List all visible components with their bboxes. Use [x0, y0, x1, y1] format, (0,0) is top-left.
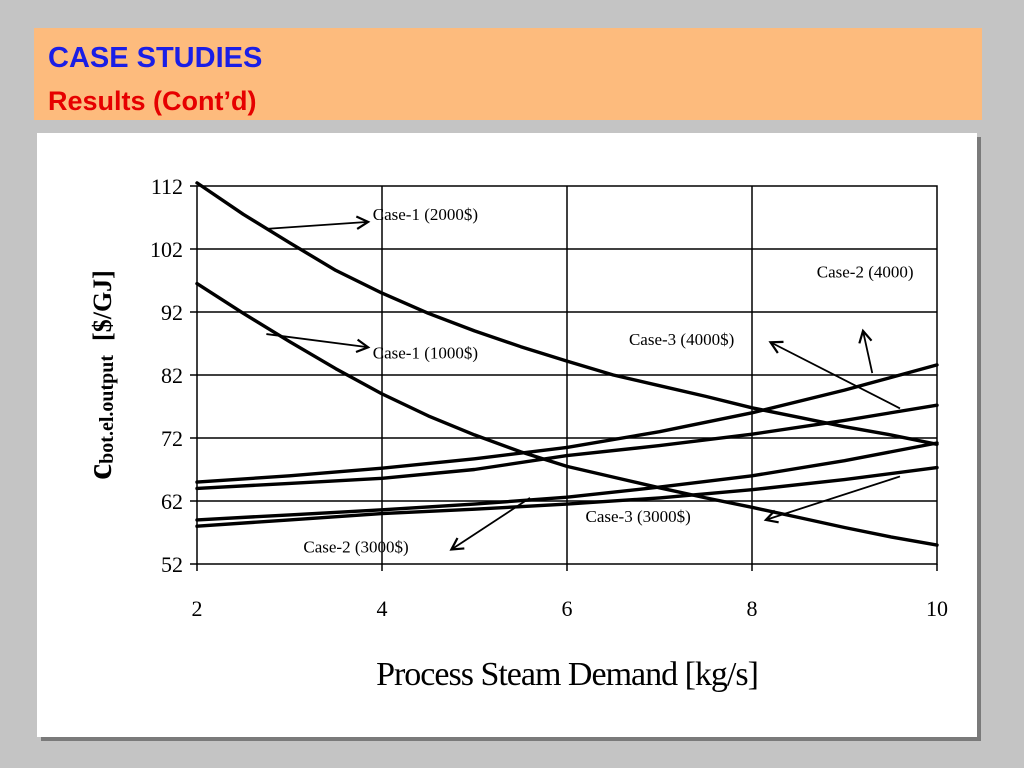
series-line-2	[195, 281, 939, 547]
chart-panel: 52 62 72 82 92 102 112 2 4 6 8 10 Case-1 (2000$) Ca…	[37, 133, 977, 737]
series-line-5	[195, 441, 939, 522]
annotation-arrow-5	[765, 475, 901, 521]
y-axis-label-unit: [$/GJ]	[88, 270, 117, 341]
y-tick-label: 112	[151, 174, 183, 199]
y-axis-label: cbot.el.output [$/GJ]	[79, 270, 119, 480]
annotation-arrowhead-3	[858, 328, 873, 344]
annotation-arrow-3	[862, 330, 874, 374]
annotation-label-1: Case-1 (2000$)	[373, 205, 478, 224]
series-line-4	[195, 403, 939, 491]
x-tick-label: 2	[192, 596, 203, 621]
x-tick-label: 4	[377, 596, 388, 621]
annotation-label-6: Case-2 (3000$)	[303, 538, 408, 557]
series-line-1	[195, 181, 939, 446]
series-group	[195, 181, 939, 547]
y-tick-label: 62	[161, 489, 183, 514]
series-line-6	[195, 465, 939, 528]
annotation-arrowhead-1	[355, 215, 371, 230]
y-tick-label: 102	[150, 237, 183, 262]
y-tick-label: 52	[161, 552, 183, 577]
annotation-arrowhead-2	[355, 338, 371, 354]
x-tick-label: 6	[562, 596, 573, 621]
annotation-arrowhead-5	[763, 509, 779, 524]
annotation-label-4: Case-3 (4000$)	[629, 330, 734, 349]
y-axis-label-sub: bot.el.output	[96, 355, 118, 464]
annotation-arrow-1	[266, 221, 369, 230]
annotation-arrow-6	[450, 497, 531, 551]
y-tick-label: 82	[161, 363, 183, 388]
y-tick-label: 72	[161, 426, 183, 451]
x-tick-label: 10	[926, 596, 948, 621]
annotation-arrowhead-4	[768, 340, 784, 354]
slide-header: CASE STUDIES Results (Cont’d)	[34, 28, 982, 120]
annotation-label-5: Case-3 (3000$)	[586, 507, 691, 526]
annotation-arrow-4	[770, 341, 901, 410]
annotation-group: Case-1 (2000$) Case-1 (1000$) Case-2 (4000…	[266, 205, 914, 557]
annotation-arrowhead-6	[449, 537, 465, 551]
x-tick-label: 8	[747, 596, 758, 621]
annotation-label-3: Case-2 (4000)	[817, 262, 914, 281]
y-tick-label: 92	[161, 300, 183, 325]
slide-subtitle: Results (Cont’d)	[48, 86, 257, 116]
grid-lines	[197, 186, 937, 564]
series-line-3	[195, 363, 939, 484]
x-axis-ticks: 2 4 6 8 10	[192, 564, 948, 621]
x-axis-label: Process Steam Demand [kg/s]	[376, 656, 758, 693]
slide-title: CASE STUDIES	[48, 42, 263, 74]
annotation-arrow-2	[266, 333, 369, 349]
annotation-label-2: Case-1 (1000$)	[373, 344, 478, 363]
y-axis-label-main: c	[79, 464, 119, 480]
y-axis-ticks: 52 62 72 82 92 102 112	[150, 174, 197, 577]
